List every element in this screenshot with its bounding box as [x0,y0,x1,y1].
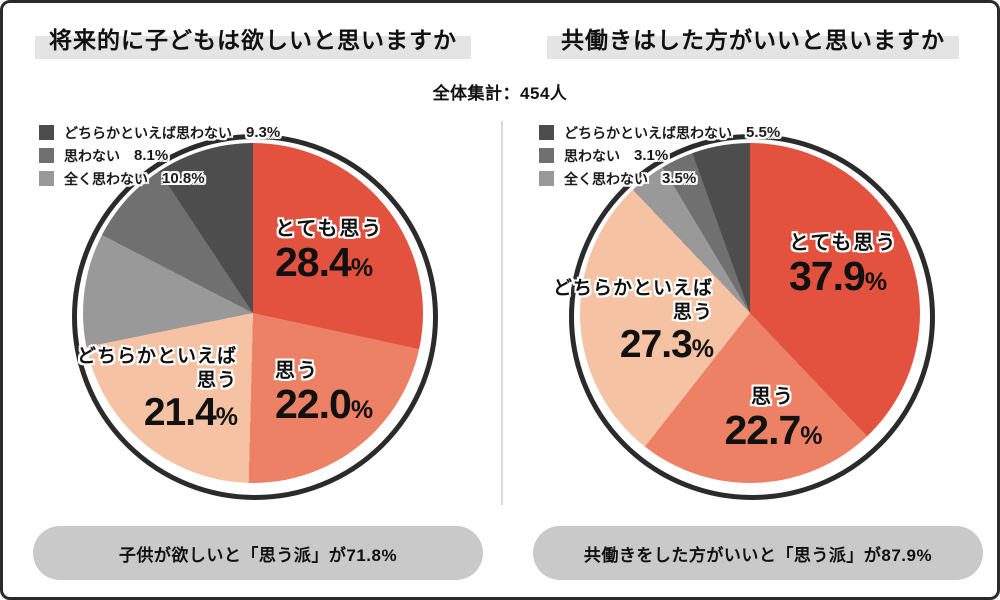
legend-item: 思わない 8.1% [39,144,280,167]
panel-title: 共働きはした方がいいと思いますか [503,19,997,59]
pie-outline-ring [72,134,438,500]
legend-value: 10.8% [162,170,205,187]
slice-label-totemo-omou: とても思う 28.4% [275,218,384,285]
slice-label-totemo-omou: とても思う 37.9% [789,232,898,299]
pie-outline-ring [569,134,935,500]
legend-item: どちらかといえば思わない 5.5% [539,121,780,144]
legend-value: 5.5% [746,124,781,141]
legend: どちらかといえば思わない 5.5% 思わない 3.1% 全く思わない 3.5% [539,121,780,190]
panel-dual-income-question: 共働きはした方がいいと思いますか どちらかといえば思わない 5.5% 思わない … [503,3,997,597]
summary-banner-children: 子供が欲しいと「思う派」が71.8% [33,526,483,580]
summary-banner-dual-income: 共働きをした方がいいと「思う派」が87.9% [533,526,983,580]
legend-item: 思わない 3.1% [539,144,780,167]
legend-item: 全く思わない 10.8% [39,167,280,190]
legend-swatch-dark-gray [39,125,54,140]
slice-label-dochiraka-omou: どちらかといえば 思う 27.3% [552,278,714,366]
pie-chart-dual-income [580,143,920,483]
legend-item: 全く思わない 3.5% [539,167,780,190]
legend-value: 9.3% [246,124,281,141]
legend-swatch-mid-gray [539,148,554,163]
legend-swatch-light-gray [539,171,554,186]
legend-swatch-mid-gray [39,148,54,163]
legend-item: どちらかといえば思わない 9.3% [39,121,280,144]
legend-value: 3.1% [634,147,669,164]
legend-label: 思わない [564,147,620,164]
legend-label: 全く思わない [64,170,148,187]
legend-label: どちらかといえば思わない [564,124,732,141]
legend-swatch-dark-gray [539,125,554,140]
total-count-label: 全体集計：454人 [432,84,568,103]
slice-label-omou: 思う 22.7% [724,386,822,453]
legend-swatch-light-gray [39,171,54,186]
legend-value: 3.5% [662,170,697,187]
panel-children-question: 将来的に子どもは欲しいと思いますか どちらかといえば思わない 9.3% 思わない… [3,3,503,597]
legend-value: 8.1% [134,147,169,164]
slice-label-dochiraka-omou: どちらかといえば 思う 21.4% [76,346,238,434]
legend-label: どちらかといえば思わない [64,124,232,141]
legend: どちらかといえば思わない 9.3% 思わない 8.1% 全く思わない 10.8% [39,121,280,190]
pie-chart-children [83,143,423,483]
slice-label-omou: 思う 22.0% [275,360,373,427]
legend-label: 思わない [64,147,120,164]
panel-divider [501,121,503,505]
legend-label: 全く思わない [564,170,648,187]
panel-title-text: 共働きはした方がいいと思いますか [547,19,959,59]
panel-title: 将来的に子どもは欲しいと思いますか [3,19,503,59]
panel-title-text: 将来的に子どもは欲しいと思いますか [35,19,471,59]
